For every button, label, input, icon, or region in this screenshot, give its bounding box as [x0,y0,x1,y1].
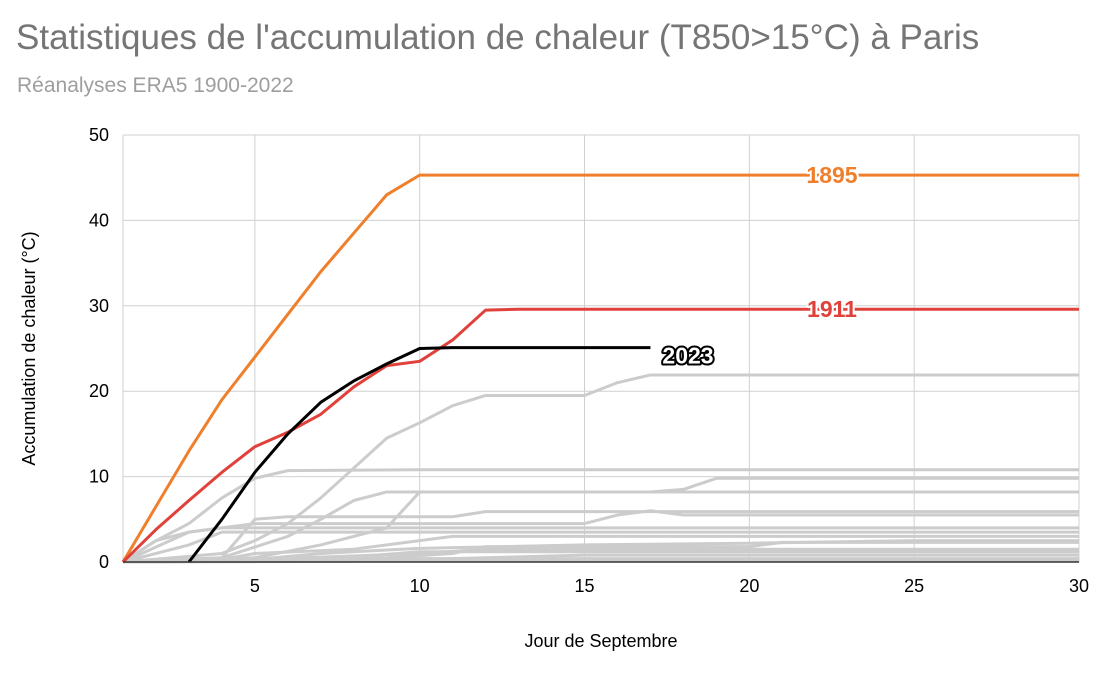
y-tick-label: 50 [89,125,109,145]
chart-title: Statistiques de l'accumulation de chaleu… [16,18,980,57]
series-line-2023 [187,346,651,563]
series-labels: 1895 1911 2023 [660,160,859,370]
background-series-line [122,468,1079,564]
series-label-1911: 1911 [807,296,857,322]
y-tick-label: 40 [89,210,109,230]
x-tick-label: 30 [1069,576,1089,596]
x-tick-label: 15 [575,576,595,596]
x-tick-label: 25 [904,576,924,596]
background-series-line [122,547,1079,564]
highlighted-series-group [121,173,1079,564]
y-tick-label: 20 [89,381,109,401]
x-tick-label: 20 [739,576,759,596]
x-tick-labels: 5 10 15 20 25 30 [250,576,1089,596]
series-label-2023: 2023 [662,342,713,368]
background-series-line [122,530,1079,564]
y-tick-label: 30 [89,296,109,316]
background-series-group [122,373,1079,564]
series-label-1895: 1895 [806,162,857,188]
y-tick-label: 10 [89,467,109,487]
x-tick-label: 10 [410,576,430,596]
y-axis-title: Accumulation de chaleur (°C) [19,231,39,465]
series-line-1911 [121,307,1079,564]
x-tick-label: 5 [250,576,260,596]
series-line-1895 [121,173,1079,563]
background-series-line [122,490,1079,564]
y-tick-label: 0 [99,552,109,572]
background-series-line [122,534,1079,564]
background-series-line [122,526,1079,564]
x-axis-title: Jour de Septembre [524,631,677,651]
y-tick-labels: 0 10 20 30 40 50 [89,125,109,572]
chart-subtitle: Réanalyses ERA5 1900-2022 [17,74,294,97]
